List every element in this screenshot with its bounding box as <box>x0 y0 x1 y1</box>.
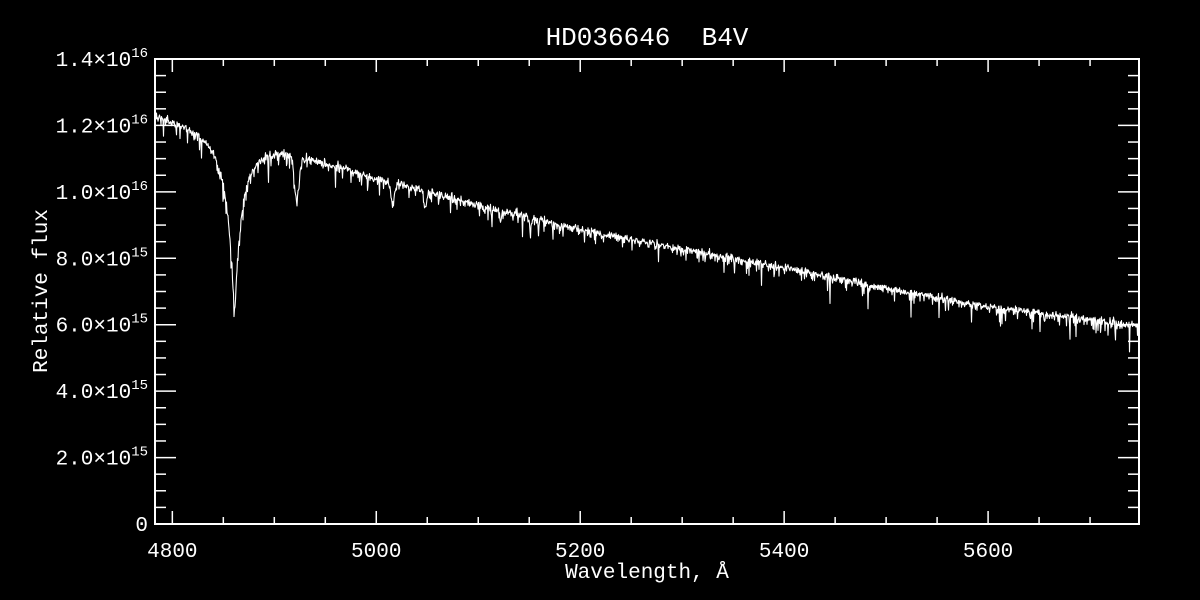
spectrum-series <box>154 112 1140 353</box>
y-tick-label: 0 <box>135 515 148 538</box>
y-tick-label: 1.0×1016 <box>56 179 148 206</box>
y-tick-label: 8.0×1015 <box>56 245 148 272</box>
y-axis-title: Relative flux <box>31 209 54 373</box>
y-tick-label: 1.4×1016 <box>56 46 148 73</box>
y-tick-label: 4.0×1015 <box>56 378 148 405</box>
x-axis-title: Wavelength, Å <box>565 562 729 585</box>
chart-title: HD036646 B4V <box>546 23 749 53</box>
x-tick-label: 5000 <box>351 541 401 564</box>
y-tick-label: 6.0×1015 <box>56 312 148 339</box>
y-tick-label: 2.0×1015 <box>56 445 148 472</box>
x-tick-label: 5200 <box>555 541 605 564</box>
spectrum-trace <box>154 112 1140 353</box>
x-tick-label: 5400 <box>759 541 809 564</box>
plot-frame <box>154 58 1140 525</box>
x-tick-label: 5600 <box>963 541 1013 564</box>
axes: 4800 5000 5200 5400 5600 0 2.0×1015 4.0×1015 6.0… <box>56 46 1139 564</box>
x-tick-label: 4800 <box>147 541 197 564</box>
y-tick-label: 1.2×1016 <box>56 112 148 139</box>
